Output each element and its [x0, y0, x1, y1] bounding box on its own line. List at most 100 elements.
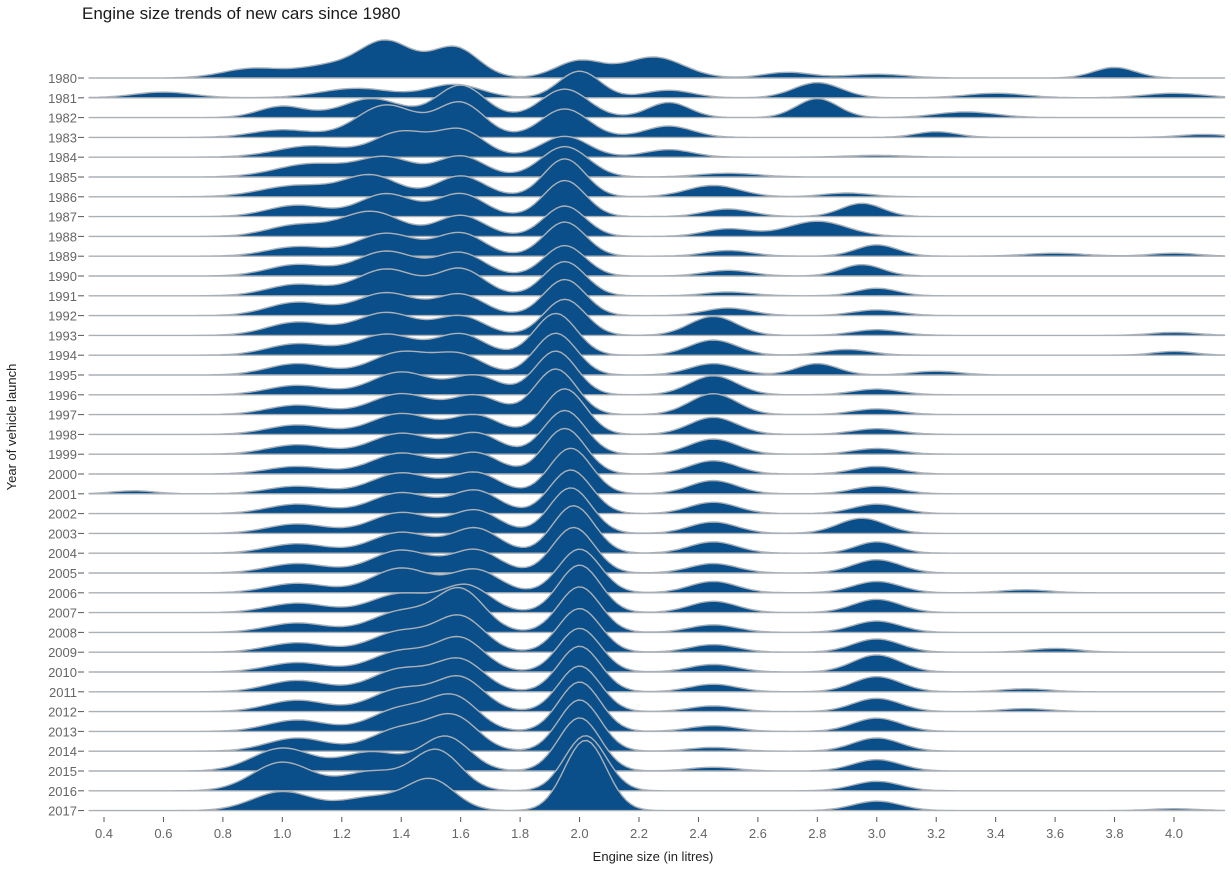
x-tick-label-3.0: 3.0	[868, 826, 886, 841]
chart-title: Engine size trends of new cars since 198…	[82, 4, 401, 23]
ridge-2013	[88, 681, 1226, 733]
y-tick-label-1995: 1995	[48, 368, 77, 383]
x-tick-label-2.8: 2.8	[808, 826, 826, 841]
y-tick-label-1981: 1981	[48, 91, 77, 106]
ridge-1981	[88, 70, 1226, 99]
ridge-2002	[88, 469, 1226, 515]
ridge-1982	[88, 84, 1226, 119]
ridge-1999	[88, 409, 1226, 455]
ridge-2009	[88, 607, 1226, 653]
ridge-2003	[88, 487, 1226, 535]
y-tick-label-2012: 2012	[48, 705, 77, 720]
x-tick-label-4.0: 4.0	[1165, 826, 1183, 841]
y-tick-label-1985: 1985	[48, 170, 77, 185]
ridge-2008	[88, 586, 1226, 634]
ridge-1998	[88, 388, 1226, 436]
y-tick-label-2016: 2016	[48, 784, 77, 799]
x-tick-label-2.0: 2.0	[571, 826, 589, 841]
ridge-2004	[88, 505, 1226, 554]
ridge-1996	[88, 350, 1226, 396]
y-tick-label-2015: 2015	[48, 764, 77, 779]
y-tick-label-1994: 1994	[48, 348, 77, 363]
y-axis-title: Year of vehicle launch	[4, 364, 19, 491]
x-tick-label-0.8: 0.8	[214, 826, 232, 841]
y-tick-label-1989: 1989	[48, 249, 77, 264]
ridge-2006	[88, 548, 1226, 594]
ridge-2017	[88, 739, 1226, 812]
ridge-1990	[88, 244, 1226, 277]
x-tick-label-3.2: 3.2	[927, 826, 945, 841]
ridge-2014	[88, 699, 1226, 752]
x-tick-label-1.0: 1.0	[273, 826, 291, 841]
y-tick-label-1991: 1991	[48, 289, 77, 304]
ridge-2016	[88, 735, 1226, 792]
ridge-1980	[88, 39, 1226, 79]
ridge-1997	[88, 368, 1226, 416]
x-tick-label-0.4: 0.4	[95, 826, 113, 841]
y-tick-label-2007: 2007	[48, 606, 77, 621]
x-tick-label-2.2: 2.2	[630, 826, 648, 841]
x-tick-label-0.6: 0.6	[154, 826, 172, 841]
y-tick-label-1996: 1996	[48, 388, 77, 403]
x-tick-label-2.6: 2.6	[749, 826, 767, 841]
ridge-2007	[88, 564, 1226, 614]
ridge-2005	[88, 526, 1226, 574]
y-tick-label-1993: 1993	[48, 328, 77, 343]
x-tick-label-3.4: 3.4	[987, 826, 1005, 841]
ridges-layer	[88, 39, 1226, 812]
ridge-1992	[88, 278, 1226, 317]
y-tick-label-1980: 1980	[48, 71, 77, 86]
ridge-1989	[88, 221, 1226, 257]
y-tick-label-1988: 1988	[48, 229, 77, 244]
y-tick-label-2008: 2008	[48, 625, 77, 640]
y-tick-label-2004: 2004	[48, 546, 77, 561]
ridge-2001	[88, 447, 1226, 495]
ridge-1987	[88, 179, 1226, 218]
ridge-1994	[88, 312, 1226, 356]
ridge-2012	[88, 665, 1226, 713]
x-tick-label-3.6: 3.6	[1046, 826, 1064, 841]
x-tick-label-1.6: 1.6	[452, 826, 470, 841]
y-tick-label-2013: 2013	[48, 724, 77, 739]
y-tick-label-1984: 1984	[48, 150, 77, 165]
ridge-1995	[88, 332, 1226, 376]
y-tick-label-1987: 1987	[48, 210, 77, 225]
y-tick-label-2009: 2009	[48, 645, 77, 660]
y-tick-label-2003: 2003	[48, 526, 77, 541]
y-tick-label-1992: 1992	[48, 309, 77, 324]
ridge-1986	[88, 158, 1226, 198]
y-tick-label-2014: 2014	[48, 744, 77, 759]
y-tick-label-1983: 1983	[48, 130, 77, 145]
x-axis-title: Engine size (in litres)	[593, 849, 714, 864]
x-tick-label-1.8: 1.8	[511, 826, 529, 841]
y-tick-label-1999: 1999	[48, 447, 77, 462]
y-tick-label-1982: 1982	[48, 111, 77, 126]
y-tick-label-2010: 2010	[48, 665, 77, 680]
y-tick-label-2006: 2006	[48, 586, 77, 601]
x-tick-label-1.4: 1.4	[392, 826, 410, 841]
y-tick-label-2011: 2011	[49, 685, 77, 700]
x-tick-label-2.4: 2.4	[689, 826, 707, 841]
ridge-1985	[88, 145, 1226, 178]
y-tick-label-2001: 2001	[48, 487, 77, 502]
ridge-1991	[88, 260, 1226, 297]
y-tick-label-2000: 2000	[48, 467, 77, 482]
ridge-1983	[88, 101, 1226, 139]
ridge-1993	[88, 298, 1226, 337]
ridge-1988	[88, 205, 1226, 238]
x-axis-ticks: 0.4 0.6 0.8 1.0 1.2 1.4 1.6 1.8 2.0 2.2 2.4 2.6 2.8 3…	[95, 817, 1183, 841]
ridge-2011	[88, 645, 1226, 693]
ridge-2000	[88, 427, 1226, 475]
y-tick-label-1986: 1986	[48, 190, 77, 205]
y-tick-label-1990: 1990	[48, 269, 77, 284]
y-tick-label-1998: 1998	[48, 427, 77, 442]
y-axis-ticks: 1980 1981 1982 1983 1984 1985 1986 1987 1988 1989…	[48, 71, 84, 819]
x-tick-label-3.8: 3.8	[1106, 826, 1124, 841]
ridge-2010	[88, 627, 1226, 673]
y-tick-label-2017: 2017	[48, 804, 77, 819]
ridge-2015	[88, 717, 1226, 772]
y-tick-label-2002: 2002	[48, 507, 77, 522]
y-tick-label-2005: 2005	[48, 566, 77, 581]
y-tick-label-1997: 1997	[48, 408, 77, 423]
